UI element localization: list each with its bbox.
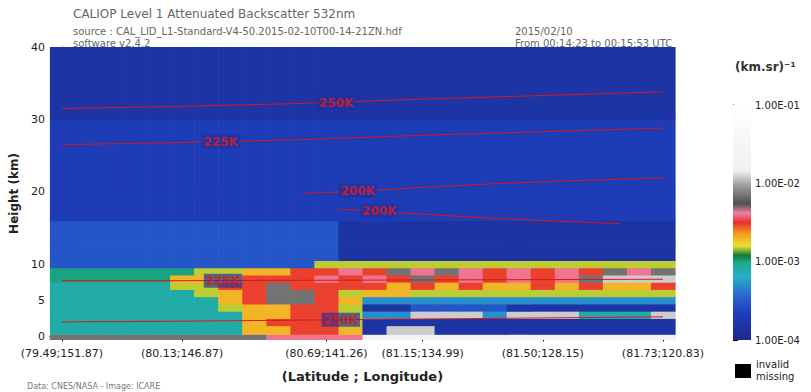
svg-text:0: 0 [38,330,45,343]
svg-text:(81.73;120.83): (81.73;120.83) [622,347,704,360]
svg-text:225K: 225K [206,274,241,288]
svg-text:250K: 250K [319,96,354,110]
svg-text:(79.49;151.87): (79.49;151.87) [21,347,103,360]
svg-text:software v2.4.2: software v2.4.2 [73,38,151,49]
svg-text:source : CAL_LID_L1-Standard-V: source : CAL_LID_L1-Standard-V4-50.2015-… [73,26,402,38]
svg-text:(Latitude ; Longitude): (Latitude ; Longitude) [282,369,443,384]
svg-text:40: 40 [31,41,45,54]
svg-text:1.00E-01: 1.00E-01 [755,100,800,111]
svg-text:30: 30 [31,113,45,126]
svg-text:From 00:14:23 to 00:15:53 UTC: From 00:14:23 to 00:15:53 UTC [515,38,672,49]
svg-text:10: 10 [31,258,45,271]
svg-text:1.00E-02: 1.00E-02 [755,178,800,189]
svg-text:(80.13;146.87): (80.13;146.87) [141,347,223,360]
svg-text:200K: 200K [362,204,397,218]
svg-text:(km.sr)⁻¹: (km.sr)⁻¹ [735,60,796,74]
svg-text:5: 5 [38,294,45,307]
svg-text:1.00E-03: 1.00E-03 [755,256,800,267]
svg-text:200K: 200K [340,184,375,198]
svg-text:2015/02/10: 2015/02/10 [515,26,573,37]
svg-text:(81.15;134.99): (81.15;134.99) [381,347,463,360]
svg-text:20: 20 [31,185,45,198]
svg-text:1.00E-04: 1.00E-04 [755,335,800,346]
svg-text:invalid: invalid [756,359,789,370]
svg-text:(81.50;128.15): (81.50;128.15) [502,347,584,360]
svg-text:250K: 250K [324,313,359,327]
svg-text:CALIOP Level 1 Attenuated Back: CALIOP Level 1 Attenuated Backscatter 53… [73,7,355,21]
svg-text:Data: CNES/NASA - Image: ICARE: Data: CNES/NASA - Image: ICARE [27,382,160,391]
svg-text:Height (km): Height (km) [7,153,21,234]
svg-text:(80.69;141.26): (80.69;141.26) [285,347,367,360]
svg-text:225K: 225K [203,135,238,149]
svg-text:missing: missing [756,371,794,382]
